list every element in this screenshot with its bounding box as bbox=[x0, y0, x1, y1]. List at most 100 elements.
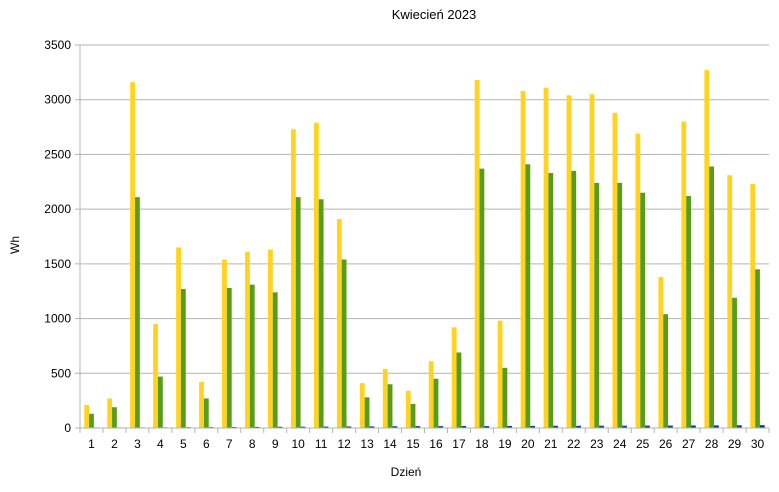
bar-series-1-day-29 bbox=[727, 175, 733, 428]
bar-series-3-day-26 bbox=[668, 425, 673, 428]
bar-series-3-day-19 bbox=[507, 425, 513, 428]
bar-series-2-day-19 bbox=[502, 367, 508, 428]
grid-lines bbox=[80, 44, 769, 374]
x-tick-label: 6 bbox=[203, 437, 210, 451]
bar-series-3-day-28 bbox=[713, 425, 719, 428]
x-tick-label: 15 bbox=[406, 437, 420, 451]
bar-series-3-day-29 bbox=[736, 425, 742, 428]
bar-series-3-day-20 bbox=[530, 425, 536, 428]
bar-series-3-day-23 bbox=[599, 425, 604, 428]
bar-series-2-day-8 bbox=[249, 284, 255, 428]
bar-series-2-day-13 bbox=[364, 397, 370, 428]
x-tick-label: 30 bbox=[751, 437, 765, 451]
bar-series-3-day-18 bbox=[484, 426, 490, 428]
bar-series-1-day-27 bbox=[681, 121, 687, 428]
bar-series-2-day-7 bbox=[226, 287, 232, 428]
bar-series-1-day-7 bbox=[222, 259, 227, 428]
bar-series-2-day-20 bbox=[525, 164, 531, 428]
y-tick-label: 2500 bbox=[44, 147, 71, 161]
bar-series-2-day-29 bbox=[732, 297, 737, 428]
bar-series-2-day-15 bbox=[410, 403, 416, 428]
x-tick-label: 13 bbox=[360, 437, 374, 451]
x-tick-label: 8 bbox=[249, 437, 256, 451]
bar-series-3-day-14 bbox=[392, 426, 398, 428]
bar-series-2-day-18 bbox=[479, 168, 485, 428]
bar-series-3-day-11 bbox=[323, 426, 329, 428]
bar-series-1-day-14 bbox=[382, 368, 388, 428]
bar-series-3-day-24 bbox=[622, 425, 627, 428]
bar-series-1-day-9 bbox=[268, 249, 273, 428]
x-tick-label: 3 bbox=[134, 437, 141, 451]
x-tick-label: 14 bbox=[383, 437, 397, 451]
bar-series-2-day-11 bbox=[318, 199, 324, 428]
bar-series-1-day-11 bbox=[313, 122, 319, 428]
bar-series-1-day-1 bbox=[84, 405, 90, 428]
x-tick-label: 18 bbox=[475, 437, 489, 451]
bar-series-2-day-25 bbox=[640, 192, 646, 428]
bar-series-1-day-10 bbox=[290, 129, 296, 428]
bar-series-1-day-17 bbox=[451, 327, 457, 428]
bar-series-2-day-9 bbox=[272, 292, 278, 428]
x-tick-label: 25 bbox=[636, 437, 650, 451]
bar-series-3-day-10 bbox=[300, 426, 306, 428]
x-tick-label: 7 bbox=[226, 437, 233, 451]
y-tick-label: 500 bbox=[51, 366, 71, 380]
bar-series-2-day-5 bbox=[180, 289, 186, 428]
bar-series-1-day-12 bbox=[336, 218, 342, 428]
bar-series-3-day-22 bbox=[576, 425, 581, 428]
x-tick-label: 5 bbox=[180, 437, 187, 451]
bar-series-1-day-6 bbox=[199, 382, 204, 428]
bar-series-3-day-16 bbox=[438, 426, 444, 428]
bar-series-2-day-1 bbox=[89, 413, 94, 428]
bar-series-3-day-21 bbox=[553, 425, 559, 428]
bar-series-2-day-16 bbox=[433, 378, 439, 428]
bar-series-2-day-30 bbox=[755, 269, 760, 428]
bar-series-2-day-26 bbox=[663, 314, 669, 428]
bar-series-2-day-21 bbox=[548, 173, 554, 428]
bar-series-3-day-12 bbox=[346, 426, 352, 428]
x-tick-label: 28 bbox=[705, 437, 719, 451]
bar-series-2-day-3 bbox=[135, 197, 140, 428]
x-tick-label: 16 bbox=[429, 437, 443, 451]
x-tick-label: 10 bbox=[292, 437, 306, 451]
x-tick-label: 22 bbox=[567, 437, 581, 451]
x-tick-label: 4 bbox=[157, 437, 164, 451]
bar-series-1-day-24 bbox=[612, 112, 618, 428]
bars bbox=[84, 70, 765, 429]
x-tick-label: 9 bbox=[272, 437, 279, 451]
chart-title: Kwiecień 2023 bbox=[392, 7, 477, 22]
bar-series-1-day-25 bbox=[635, 133, 641, 428]
bar-series-3-day-25 bbox=[645, 425, 650, 428]
bar-series-1-day-18 bbox=[474, 80, 480, 429]
bar-series-1-day-21 bbox=[543, 87, 549, 429]
y-tick-label: 0 bbox=[64, 421, 71, 435]
bar-series-2-day-4 bbox=[157, 376, 163, 428]
bar-series-1-day-8 bbox=[245, 251, 250, 428]
x-tick-label: 20 bbox=[521, 437, 535, 451]
x-axis-label: Dzień bbox=[391, 465, 422, 479]
bar-series-3-day-13 bbox=[369, 426, 375, 428]
bar-series-2-day-6 bbox=[203, 398, 209, 428]
x-tick-label: 26 bbox=[659, 437, 673, 451]
bar-series-3-day-27 bbox=[691, 425, 696, 428]
bar-series-2-day-10 bbox=[295, 197, 301, 428]
bar-series-1-day-2 bbox=[107, 398, 113, 428]
bar-series-1-day-16 bbox=[428, 361, 434, 428]
bar-series-1-day-15 bbox=[405, 390, 411, 428]
y-tick-label: 2000 bbox=[44, 202, 71, 216]
bar-series-2-day-12 bbox=[341, 259, 347, 428]
x-tick-label: 27 bbox=[682, 437, 696, 451]
bar-series-2-day-22 bbox=[571, 170, 577, 428]
bar-series-1-day-22 bbox=[566, 95, 572, 428]
bar-series-2-day-27 bbox=[686, 196, 692, 428]
bar-series-3-day-30 bbox=[759, 425, 765, 428]
x-tick-label: 17 bbox=[452, 437, 466, 451]
bar-series-2-day-2 bbox=[112, 407, 117, 428]
x-tick-label: 21 bbox=[544, 437, 558, 451]
bar-series-3-day-8 bbox=[254, 426, 260, 428]
bar-series-1-day-4 bbox=[153, 324, 158, 428]
bar-series-2-day-23 bbox=[594, 182, 600, 428]
